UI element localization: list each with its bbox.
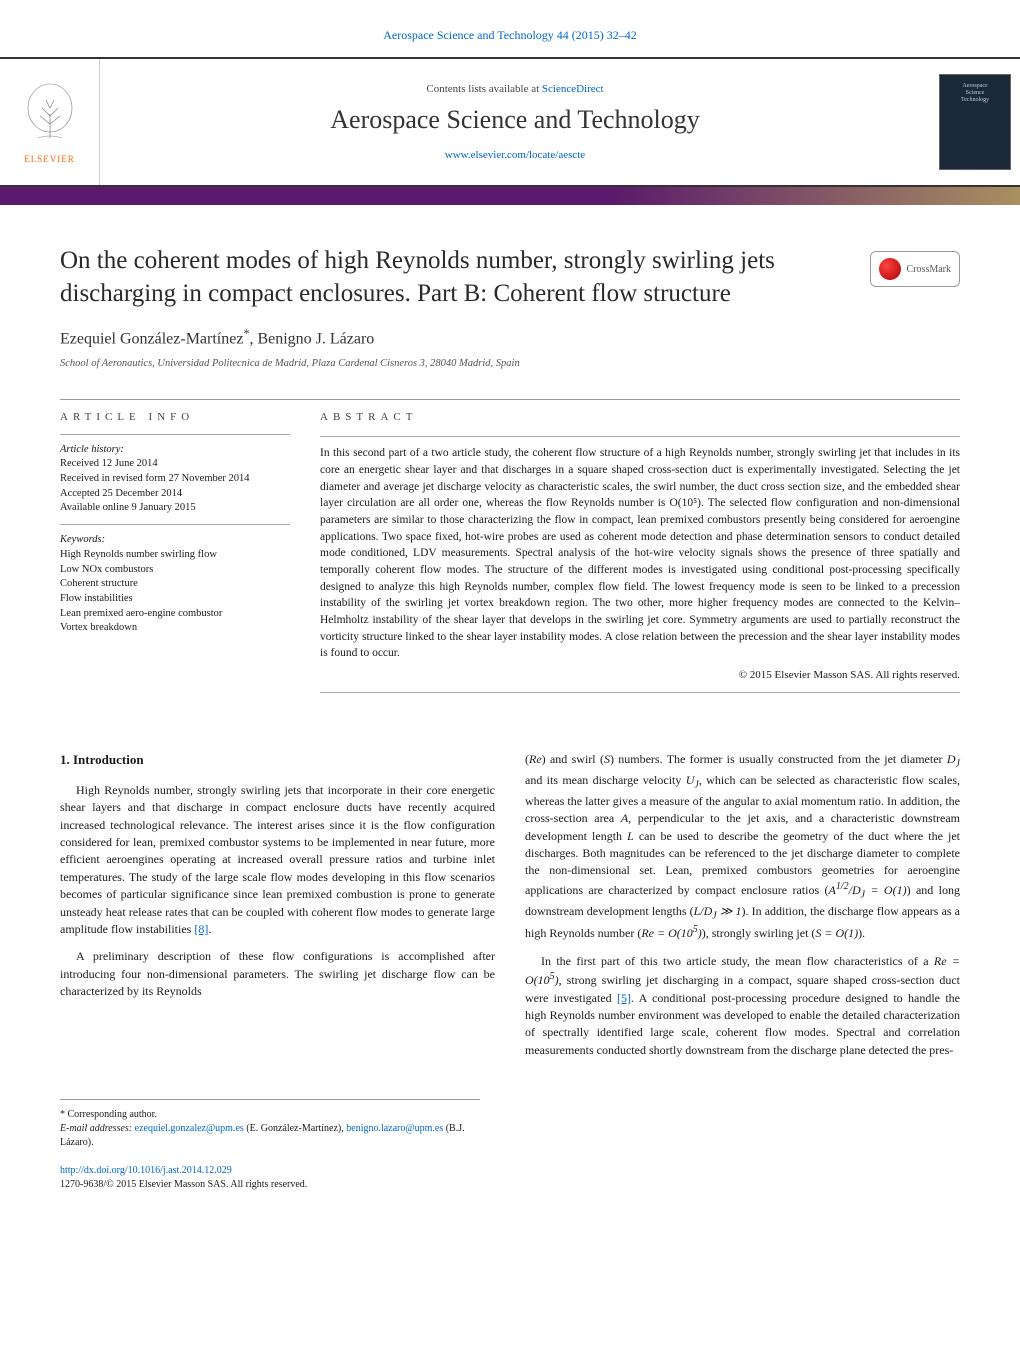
page-root: Aerospace Science and Technology 44 (201… [0,0,1020,1222]
author-2: Benigno J. Lázaro [257,330,374,347]
authors: Ezequiel González-Martínez*, Benigno J. … [60,326,850,348]
keyword: Low NOx combustors [60,563,290,578]
keyword: Vortex breakdown [60,621,290,636]
crossmark-badge[interactable]: CrossMark [870,251,960,287]
sciencedirect-link[interactable]: ScienceDirect [542,83,604,95]
ref-link-8[interactable]: [8] [194,922,208,936]
doi-link[interactable]: http://dx.doi.org/10.1016/j.ast.2014.12.… [60,1165,232,1176]
history-received: Received 12 June 2014 [60,457,290,472]
paragraph: (Re) and swirl (S) numbers. The former i… [525,751,960,943]
article-title: On the coherent modes of high Reynolds n… [60,245,850,310]
header-center: Contents lists available at ScienceDirec… [100,59,930,185]
divider [60,524,290,525]
gradient-bar [0,187,1020,205]
journal-url-link[interactable]: www.elsevier.com/locate/aescte [445,149,585,161]
ref-link-5[interactable]: [5] [617,991,631,1005]
abstract-copyright: © 2015 Elsevier Masson SAS. All rights r… [320,668,960,684]
divider [320,692,960,693]
contents-line: Contents lists available at ScienceDirec… [426,83,603,95]
author-1: Ezequiel González-Martínez [60,330,243,347]
history-revised: Received in revised form 27 November 201… [60,472,290,487]
contents-prefix: Contents lists available at [426,83,541,95]
history-label: Article history: [60,444,124,455]
crossmark-label: CrossMark [907,264,951,275]
cover-text-1: Aerospace [962,83,987,90]
footnotes: * Corresponding author. E-mail addresses… [60,1099,480,1150]
publisher-name: ELSEVIER [24,154,75,164]
journal-url: www.elsevier.com/locate/aescte [445,149,585,161]
divider [320,436,960,437]
column-left: 1. Introduction High Reynolds number, st… [60,751,495,1069]
title-block: On the coherent modes of high Reynolds n… [60,245,850,369]
column-right: (Re) and swirl (S) numbers. The former i… [525,751,960,1069]
keyword: Coherent structure [60,577,290,592]
issn-copyright: 1270-9638/© 2015 Elsevier Masson SAS. Al… [60,1178,960,1192]
affiliation: School of Aeronautics, Universidad Polit… [60,358,850,369]
doi-block: http://dx.doi.org/10.1016/j.ast.2014.12.… [0,1150,1020,1222]
abstract-text: In this second part of a two article stu… [320,445,960,662]
abstract: ABSTRACT In this second part of a two ar… [320,410,960,701]
paragraph: A preliminary description of these flow … [60,948,495,1000]
citation-bar: Aerospace Science and Technology 44 (201… [0,0,1020,57]
section-heading-1: 1. Introduction [60,751,495,770]
email-link-1[interactable]: ezequiel.gonzalez@upm.es [135,1123,244,1134]
journal-name: Aerospace Science and Technology [330,105,700,135]
history-accepted: Accepted 25 December 2014 [60,487,290,502]
cover-thumbnail: Aerospace Science Technology [930,59,1020,185]
paragraph: In the first part of this two article st… [525,953,960,1059]
keyword: Flow instabilities [60,592,290,607]
corresponding-note: * Corresponding author. [60,1108,480,1122]
article-head: On the coherent modes of high Reynolds n… [0,205,1020,379]
info-heading: ARTICLE INFO [60,410,290,425]
elsevier-tree-icon [20,80,80,150]
paragraph: High Reynolds number, strongly swirling … [60,782,495,939]
publisher-logo: ELSEVIER [0,59,100,185]
keyword: Lean premixed aero-engine combustor [60,607,290,622]
email-line: E-mail addresses: ezequiel.gonzalez@upm.… [60,1122,480,1150]
article-info: ARTICLE INFO Article history: Received 1… [60,410,290,701]
citation-link[interactable]: Aerospace Science and Technology 44 (201… [383,28,637,42]
email-link-2[interactable]: benigno.lazaro@upm.es [346,1123,443,1134]
body-columns: 1. Introduction High Reynolds number, st… [0,721,1020,1089]
history-online: Available online 9 January 2015 [60,501,290,516]
cover-text-2: Science [966,90,985,97]
crossmark-icon [879,258,901,280]
keywords-label: Keywords: [60,534,105,545]
keyword: High Reynolds number swirling flow [60,548,290,563]
header-band: ELSEVIER Contents lists available at Sci… [0,57,1020,187]
cover-text-3: Technology [961,97,989,104]
cover-box: Aerospace Science Technology [939,74,1011,170]
abstract-heading: ABSTRACT [320,410,960,426]
divider [60,434,290,435]
info-abstract-row: ARTICLE INFO Article history: Received 1… [60,399,960,721]
